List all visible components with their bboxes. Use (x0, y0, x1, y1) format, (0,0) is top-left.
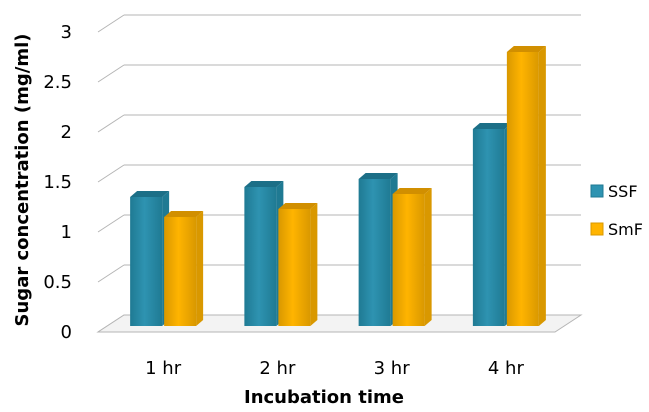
gridline-wall (97, 214, 125, 233)
bar-ssf-1 (130, 191, 170, 326)
x-tick-label: 4 hr (488, 358, 525, 379)
gridline-wall (97, 14, 125, 33)
legend-item-ssf: SSF (590, 182, 638, 201)
bar-front (244, 187, 277, 326)
gridline-wall (97, 264, 125, 283)
y-axis-title: Sugar concentration (mg/ml) (12, 34, 33, 327)
bar-top (358, 173, 398, 179)
legend-label: SmF (608, 220, 643, 239)
legend-item-smf: SmF (590, 220, 643, 239)
y-tick-label: 1 (61, 222, 72, 243)
bars (130, 46, 546, 326)
legend-swatch (590, 184, 604, 198)
bar-front (278, 209, 311, 326)
y-tick-label: 2 (61, 122, 72, 143)
bar-smf-2 (278, 203, 318, 326)
y-tick-label: 2.5 (43, 72, 72, 93)
bar-top (130, 191, 170, 197)
x-tick-label: 3 hr (374, 358, 411, 379)
bar-ssf-3 (358, 173, 398, 326)
y-tick-label: 3 (61, 22, 72, 43)
bar-side (538, 46, 546, 326)
bar-top (278, 203, 318, 209)
bar-front (130, 197, 163, 326)
y-tick-label: 1.5 (43, 172, 72, 193)
bar-smf-3 (392, 188, 432, 326)
bar-top (244, 181, 284, 187)
bar-front (472, 129, 505, 326)
x-tick-label: 1 hr (145, 358, 182, 379)
bar-front (358, 179, 391, 326)
legend-swatch (590, 222, 604, 236)
x-axis-ticks: 1 hr 2 hr 3 hr 4 hr (145, 358, 524, 379)
bar-top (164, 211, 204, 217)
bar-smf-4 (506, 46, 546, 326)
bar-smf-1 (164, 211, 204, 326)
bar-top (506, 46, 546, 52)
bar-side (310, 203, 318, 326)
bar-top (392, 188, 432, 194)
chart-floor (96, 314, 583, 333)
gridline-wall (97, 114, 125, 133)
bar-front (164, 217, 197, 326)
bar-front (392, 194, 425, 326)
bar-top (472, 123, 512, 129)
y-axis-ticks: 0 0.5 1 1.5 2 2.5 3 (43, 22, 72, 343)
bar-side (196, 211, 204, 326)
bar-front (506, 52, 539, 326)
bar-ssf-4 (472, 123, 512, 326)
legend-label: SSF (608, 182, 638, 201)
bar-side (424, 188, 432, 326)
legend: SSF SmF (590, 182, 643, 239)
y-tick-label: 0.5 (43, 272, 72, 293)
bar-ssf-2 (244, 181, 284, 326)
x-axis-title: Incubation time (244, 387, 404, 408)
gridline-wall (97, 64, 125, 83)
gridline-wall (97, 164, 125, 183)
floor (96, 314, 583, 333)
x-tick-label: 2 hr (259, 358, 296, 379)
y-tick-label: 0 (61, 322, 72, 343)
